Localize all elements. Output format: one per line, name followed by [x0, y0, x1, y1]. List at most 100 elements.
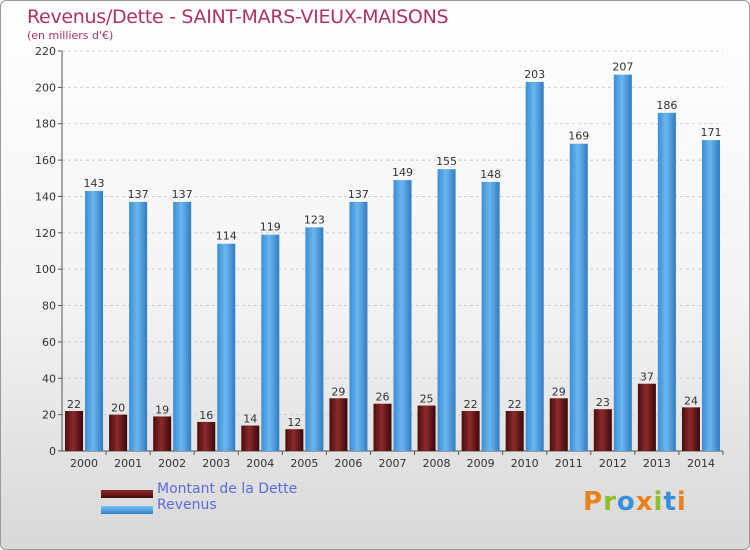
y-tick-label: 100: [35, 263, 56, 276]
y-tick-label: 220: [35, 45, 56, 58]
bar-dette: [241, 425, 260, 451]
data-label-dette: 20: [111, 402, 125, 415]
bar-dette: [461, 411, 480, 451]
data-label-dette: 29: [331, 385, 345, 398]
bar-revenus: [613, 74, 632, 452]
x-tick-label: 2011: [555, 457, 583, 470]
y-tick-label: 0: [49, 445, 56, 458]
x-tick-label: 2002: [158, 457, 186, 470]
y-tick-label: 120: [35, 227, 56, 240]
y-tick-label: 140: [35, 190, 56, 203]
data-label-dette: 24: [684, 394, 698, 407]
bar-revenus: [481, 181, 500, 451]
data-label-dette: 22: [464, 398, 478, 411]
x-tick-label: 2005: [290, 457, 318, 470]
data-label-dette: 12: [287, 416, 301, 429]
data-label-revenus: 137: [172, 188, 193, 201]
bar-revenus: [569, 143, 588, 451]
data-label-revenus: 207: [612, 61, 633, 74]
bar-revenus: [85, 191, 104, 451]
x-tick-label: 2009: [467, 457, 495, 470]
bar-revenus: [173, 201, 192, 451]
proxiti-logo: Proxiti: [583, 487, 687, 517]
data-label-revenus: 171: [700, 126, 721, 139]
data-label-revenus: 119: [260, 221, 281, 234]
legend-label-revenus: Revenus: [157, 497, 217, 513]
data-label-revenus: 137: [128, 188, 149, 201]
y-tick-label: 160: [35, 154, 56, 167]
data-label-revenus: 186: [656, 99, 677, 112]
logo-letter: i: [676, 487, 687, 517]
data-label-dette: 19: [155, 403, 169, 416]
logo-letter: r: [603, 487, 617, 517]
bar-revenus: [349, 201, 368, 451]
data-label-dette: 16: [199, 409, 213, 422]
data-label-revenus: 148: [480, 168, 501, 181]
bar-revenus: [261, 234, 280, 451]
data-label-dette: 22: [508, 398, 522, 411]
data-label-dette: 22: [67, 398, 81, 411]
y-tick-label: 180: [35, 118, 56, 131]
y-tick-label: 200: [35, 81, 56, 94]
x-tick-label: 2006: [334, 457, 362, 470]
data-label-revenus: 169: [568, 130, 589, 143]
bar-revenus: [217, 243, 236, 451]
data-label-dette: 23: [596, 396, 610, 409]
x-tick-label: 2000: [70, 457, 98, 470]
data-label-revenus: 114: [216, 230, 237, 243]
bar-dette: [329, 398, 348, 451]
bar-dette: [549, 398, 568, 451]
x-tick-label: 2014: [687, 457, 715, 470]
y-tick-label: 80: [42, 300, 56, 313]
x-tick-label: 2012: [599, 457, 627, 470]
bar-dette: [285, 429, 304, 451]
data-label-revenus: 137: [348, 188, 369, 201]
bar-dette: [153, 416, 172, 451]
bar-revenus: [305, 227, 324, 451]
y-tick-label: 40: [42, 372, 56, 385]
data-label-dette: 29: [552, 385, 566, 398]
data-label-dette: 37: [640, 371, 654, 384]
bar-dette: [373, 403, 392, 451]
data-label-dette: 25: [420, 393, 434, 406]
x-tick-label: 2003: [202, 457, 230, 470]
bar-dette: [593, 409, 612, 451]
logo-letter: o: [616, 487, 636, 517]
bar-revenus: [701, 140, 720, 451]
bar-dette: [417, 405, 436, 451]
bar-revenus: [129, 201, 148, 451]
data-label-dette: 26: [376, 391, 390, 404]
x-tick-label: 2001: [114, 457, 142, 470]
logo-letter: i: [653, 487, 664, 517]
bar-dette: [65, 411, 84, 451]
bar-dette: [197, 421, 216, 451]
logo-letter: x: [635, 487, 654, 517]
bar-revenus: [393, 180, 412, 451]
logo-letter: t: [663, 487, 677, 517]
data-label-dette: 14: [243, 413, 257, 426]
legend-label-dette: Montant de la Dette: [157, 481, 298, 497]
bar-dette: [505, 411, 524, 451]
x-tick-label: 2010: [511, 457, 539, 470]
x-tick-label: 2004: [246, 457, 274, 470]
data-label-revenus: 203: [524, 68, 545, 81]
data-label-revenus: 123: [304, 213, 325, 226]
data-label-revenus: 149: [392, 166, 413, 179]
bar-revenus: [657, 112, 676, 452]
logo-letter: P: [583, 487, 604, 517]
x-tick-label: 2008: [423, 457, 451, 470]
y-tick-label: 60: [42, 336, 56, 349]
x-tick-label: 2007: [379, 457, 407, 470]
bar-dette: [109, 414, 128, 451]
chart-title: Revenus/Dette - SAINT-MARS-VIEUX-MAISONS: [27, 6, 449, 28]
data-label-revenus: 143: [84, 177, 105, 190]
data-label-revenus: 155: [436, 155, 457, 168]
x-tick-label: 2013: [643, 457, 671, 470]
bar-dette: [681, 407, 700, 451]
bar-dette: [637, 383, 656, 451]
y-tick-label: 20: [42, 409, 56, 422]
legend-swatch-revenus: [101, 506, 153, 514]
legend-swatch-dette: [101, 490, 153, 498]
